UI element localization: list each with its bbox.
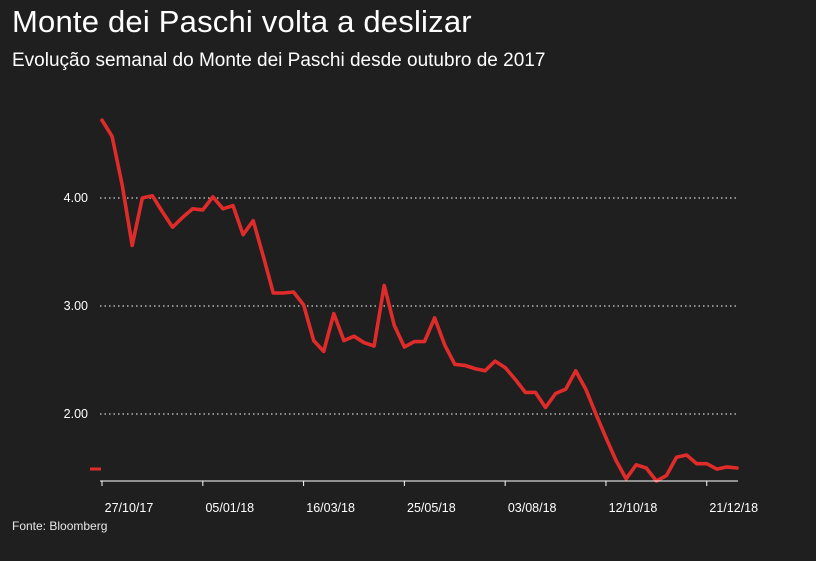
x-tick-label: 25/05/18 <box>407 501 456 515</box>
chart-title: Monte dei Paschi volta a deslizar <box>12 4 472 39</box>
y-tick-label: 2.00 <box>64 407 88 421</box>
x-tick-label: 21/12/18 <box>709 501 758 515</box>
source-note: Fonte: Bloomberg <box>12 519 108 533</box>
series-line-group <box>90 118 739 483</box>
chart-subtitle: Evolução semanal do Monte dei Paschi des… <box>12 50 546 71</box>
y-tick-label: 4.00 <box>64 191 88 205</box>
x-tick-label: 12/10/18 <box>609 501 658 515</box>
x-axis-tick-labels: 27/10/17 05/01/18 16/03/18 25/05/18 03/08/18… <box>105 501 758 515</box>
x-tick-label: 27/10/17 <box>105 501 154 515</box>
series-line <box>100 118 739 483</box>
x-tick-label: 03/08/18 <box>508 501 557 515</box>
y-tick-label: 3.00 <box>64 299 88 313</box>
gridlines <box>100 197 738 415</box>
x-tick-label: 16/03/18 <box>306 501 355 515</box>
y-axis-tick-labels: 2.00 3.00 4.00 <box>64 191 88 421</box>
x-tick-label: 05/01/18 <box>205 501 254 515</box>
x-axis <box>100 480 738 486</box>
